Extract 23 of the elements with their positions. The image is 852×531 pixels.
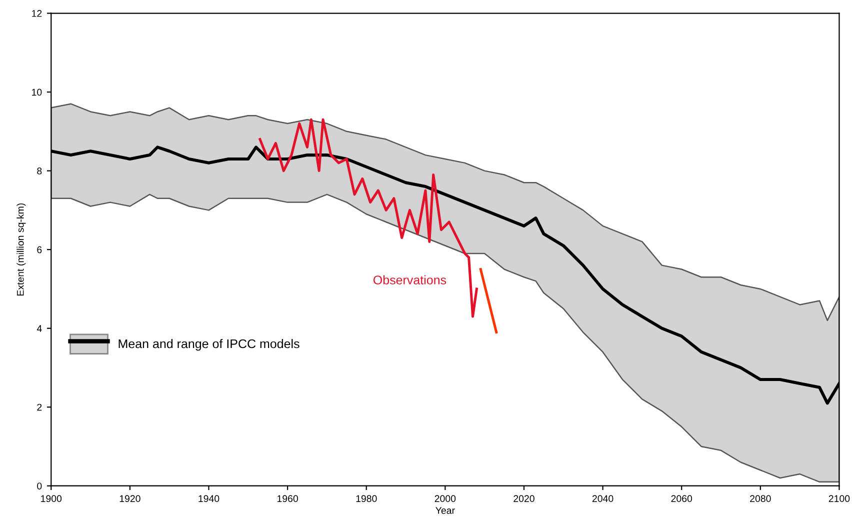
- x-tick-label: 2020: [514, 495, 534, 502]
- x-tick-label: 2080: [750, 495, 771, 502]
- y-tick-label: 12: [32, 10, 42, 17]
- y-tick-label: 4: [36, 325, 42, 332]
- y-axis-title: Extent (million sq-km): [16, 203, 26, 296]
- x-tick-label: 2040: [592, 495, 614, 502]
- y-tick-label: 6: [37, 246, 42, 254]
- x-tick-label: 1960: [277, 495, 298, 502]
- series-label: Observations: [373, 275, 446, 284]
- x-tick-label: 1940: [198, 495, 220, 502]
- line-series: [258, 118, 478, 318]
- x-tick-label: 2100: [828, 495, 850, 502]
- x-tick-label: 1980: [356, 495, 377, 502]
- legend-label: Mean and range of IPCC models: [118, 339, 300, 351]
- x-tick-label: 2000: [434, 495, 456, 502]
- y-tick-label: 10: [32, 88, 42, 96]
- y-tick-label: 8: [37, 168, 42, 174]
- x-tick-label: 1900: [41, 495, 62, 502]
- y-tick-label: 2: [37, 404, 42, 411]
- x-axis-title: Year: [436, 507, 455, 514]
- x-tick-label: 2060: [671, 495, 692, 502]
- x-tick-label: 1920: [120, 495, 140, 502]
- y-tick-label: 0: [37, 482, 42, 490]
